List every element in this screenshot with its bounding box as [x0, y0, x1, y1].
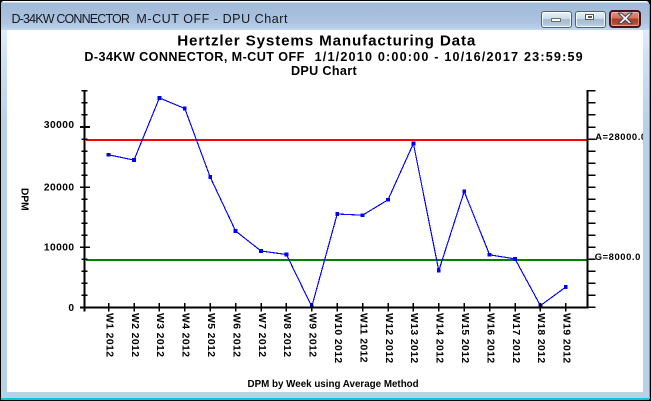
svg-text:W6 2012: W6 2012 [230, 313, 241, 357]
svg-text:W19 2012: W19 2012 [561, 313, 572, 364]
svg-text:Hertzler Systems Manufacturing: Hertzler Systems Manufacturing Data [177, 33, 476, 50]
svg-text:W18 2012: W18 2012 [535, 313, 546, 364]
svg-text:DPM by Week using Average Meth: DPM by Week using Average Method [248, 379, 419, 390]
svg-text:20000: 20000 [44, 183, 75, 194]
svg-text:W13 2012: W13 2012 [408, 313, 419, 364]
svg-text:W3 2012: W3 2012 [154, 313, 165, 357]
svg-text:W16 2012: W16 2012 [484, 313, 495, 364]
svg-text:DPM: DPM [18, 188, 29, 211]
svg-text:1/1/2010 0:00:00 - 10/16/2017: 1/1/2010 0:00:00 - 10/16/2017 23:59:59 [315, 50, 584, 64]
svg-text:W11 2012: W11 2012 [357, 313, 368, 363]
svg-text:10000: 10000 [44, 243, 75, 254]
svg-text:W14 2012: W14 2012 [434, 313, 445, 364]
svg-text:A=28000.00: A=28000.00 [595, 131, 651, 142]
svg-text:W8 2012: W8 2012 [281, 313, 292, 357]
svg-text:G=8000.0: G=8000.0 [595, 251, 641, 262]
svg-text:W5 2012: W5 2012 [205, 313, 216, 357]
svg-text:W12 2012: W12 2012 [383, 313, 394, 364]
svg-text:30000: 30000 [44, 120, 75, 131]
svg-text:DPU Chart: DPU Chart [291, 64, 358, 78]
svg-text:W7 2012: W7 2012 [256, 313, 267, 357]
svg-text:W4 2012: W4 2012 [180, 313, 191, 357]
svg-text:W2 2012: W2 2012 [129, 313, 140, 357]
svg-text:W15 2012: W15 2012 [459, 313, 470, 364]
svg-text:W9 2012: W9 2012 [307, 313, 318, 357]
svg-text:W10 2012: W10 2012 [332, 313, 343, 364]
svg-text:W1 2012: W1 2012 [103, 313, 114, 357]
svg-text:D-34KW CONNECTOR, M-CUT OFF: D-34KW CONNECTOR, M-CUT OFF [84, 50, 304, 64]
svg-text:0: 0 [68, 303, 74, 314]
svg-text:W17 2012: W17 2012 [510, 313, 521, 364]
